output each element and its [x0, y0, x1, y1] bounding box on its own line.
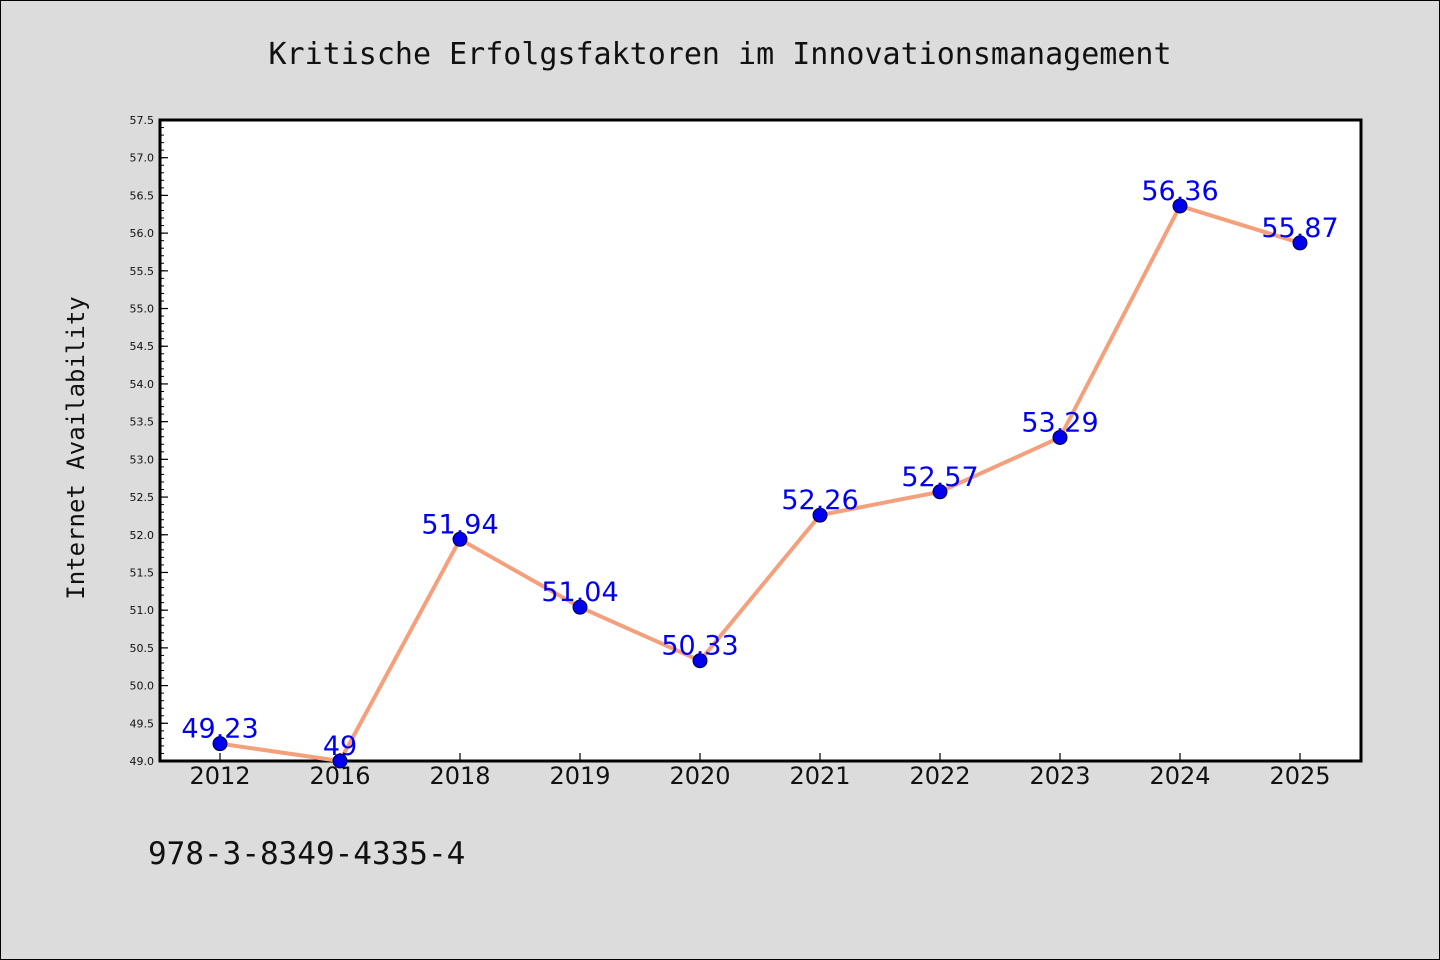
series-layer — [212, 198, 1308, 769]
data-point — [932, 484, 948, 500]
x-axis-ticks: 2012 2016 2018 2019 2020 2021 2022 2023 2024 2025 — [189, 753, 1331, 790]
y-tick-label: 51.0 — [130, 604, 155, 617]
y-tick-label: 50.0 — [130, 680, 155, 693]
y-tick-label: 49.5 — [130, 717, 155, 730]
y-tick-label: 55.0 — [130, 303, 155, 316]
plot-area — [158, 118, 1363, 763]
data-label: 49 — [323, 731, 357, 762]
series-line — [218, 203, 1302, 763]
y-axis-ticks: 49.0 49.5 50.0 50.5 51.0 51.5 52.0 52.5 53.0 53.5… — [130, 114, 168, 768]
data-label: 55.87 — [1261, 213, 1338, 244]
data-point — [692, 653, 708, 669]
y-tick-label: 50.5 — [130, 642, 155, 655]
y-tick-label: 57.0 — [130, 152, 155, 165]
data-label: 50.33 — [661, 631, 738, 662]
isbn-footer: 978-3-8349-4335-4 — [148, 836, 465, 872]
y-tick-label: 54.5 — [130, 340, 155, 353]
y-tick-label: 57.5 — [130, 114, 155, 127]
y-tick-label: 51.5 — [130, 566, 155, 579]
data-label: 52.57 — [901, 462, 978, 493]
x-tick-label: 2018 — [429, 762, 490, 790]
data-labels: 49.23 49 51.94 51.04 50.33 52.26 52.57 53.29 56.… — [181, 176, 1338, 762]
y-tick-label: 52.5 — [130, 491, 155, 504]
y-tick-label: 54.0 — [130, 378, 155, 391]
x-tick-label: 2023 — [1029, 762, 1090, 790]
data-point — [1292, 235, 1308, 251]
x-tick-label: 2022 — [909, 762, 970, 790]
data-label: 49.23 — [181, 714, 258, 745]
x-tick-label: 2021 — [789, 762, 850, 790]
y-tick-label: 53.5 — [130, 416, 155, 429]
data-point — [452, 531, 468, 547]
y-tick-label: 55.5 — [130, 265, 155, 278]
data-point — [332, 753, 348, 769]
chart-title: Kritische Erfolgsfaktoren im Innovations… — [268, 37, 1171, 72]
data-label: 53.29 — [1021, 407, 1098, 438]
y-tick-label: 49.0 — [130, 755, 155, 768]
data-label: 52.26 — [781, 485, 858, 516]
data-point — [212, 736, 228, 752]
x-tick-label: 2020 — [669, 762, 730, 790]
y-tick-label: 53.0 — [130, 453, 155, 466]
data-point — [1172, 198, 1188, 214]
x-tick-label: 2024 — [1149, 762, 1210, 790]
data-label: 51.04 — [541, 577, 618, 608]
y-tick-label: 52.0 — [130, 529, 155, 542]
data-label: 51.94 — [421, 509, 498, 540]
y-tick-label: 56.0 — [130, 227, 155, 240]
y-axis-label: Internet Availability — [62, 296, 90, 599]
x-tick-label: 2025 — [1269, 762, 1330, 790]
data-point — [812, 507, 828, 523]
x-tick-label: 2019 — [549, 762, 610, 790]
data-label: 56.36 — [1141, 176, 1218, 207]
x-tick-label: 2012 — [189, 762, 250, 790]
data-point — [572, 599, 588, 615]
y-tick-label: 56.5 — [130, 189, 155, 202]
data-point — [1052, 429, 1068, 445]
